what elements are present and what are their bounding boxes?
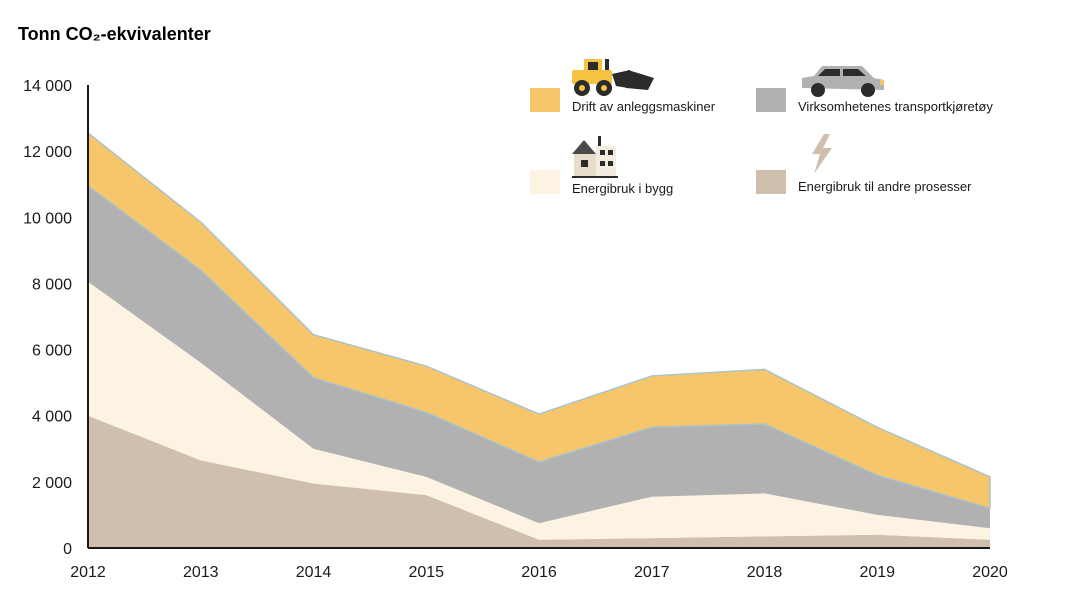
area-series-energibruk-til-andre-prosesser (88, 415, 990, 548)
wheel-loader-icon (572, 59, 654, 96)
legend-swatch-bygg (530, 170, 560, 194)
x-tick-label: 2019 (859, 564, 895, 581)
legend-item-anleggsmaskiner: Drift av anleggsmaskiner (530, 59, 716, 114)
car-icon (802, 66, 884, 97)
x-tick-label: 2012 (70, 564, 106, 581)
legend-item-bygg: Energibruk i bygg (530, 136, 673, 196)
house-icon (572, 136, 618, 178)
area-layer (87, 131, 991, 548)
legend-swatch-prosesser (756, 170, 786, 194)
axes: 0 2 000 4 000 6 000 8 000 10 000 12 000 14 000 2… (23, 78, 1008, 581)
legend-swatch-transportkjoretoy (756, 88, 786, 112)
y-tick-label: 6 000 (32, 343, 72, 360)
y-tick-label: 10 000 (23, 210, 72, 227)
x-tick-label: 2013 (183, 564, 219, 581)
y-tick-label: 12 000 (23, 144, 72, 161)
y-tick-label: 14 000 (23, 78, 72, 95)
x-tick-label: 2016 (521, 564, 557, 581)
legend: Drift av anleggsmaskiner Virksomhetenes … (530, 59, 993, 196)
chart-title: Tonn CO₂-ekvivalenter (18, 24, 211, 44)
x-tick-label: 2018 (747, 564, 783, 581)
legend-label-prosesser: Energibruk til andre prosesser (798, 179, 972, 194)
y-tick-label: 4 000 (32, 409, 72, 426)
x-tick-label: 2015 (408, 564, 444, 581)
x-tick-label: 2020 (972, 564, 1008, 581)
lightning-icon (812, 134, 832, 174)
y-tick-label: 2 000 (32, 475, 72, 492)
x-tick-label: 2014 (296, 564, 332, 581)
y-tick-label: 8 000 (32, 276, 72, 293)
legend-label-transportkjoretoy: Virksomhetenes transportkjøretøy (798, 99, 993, 114)
area-series-drift-av-anleggsmaskiner (87, 131, 991, 510)
legend-label-bygg: Energibruk i bygg (572, 181, 673, 196)
area-series-virksomhetenes-transportkjoretoy (88, 185, 990, 529)
legend-item-prosesser: Energibruk til andre prosesser (756, 134, 972, 194)
legend-label-anleggsmaskiner: Drift av anleggsmaskiner (572, 99, 716, 114)
y-tick-label: 0 (63, 541, 72, 558)
x-tick-label: 2017 (634, 564, 670, 581)
legend-item-transportkjoretoy: Virksomhetenes transportkjøretøy (756, 66, 993, 114)
area-series-energibruk-i-bygg (88, 281, 990, 540)
legend-swatch-anleggsmaskiner (530, 88, 560, 112)
